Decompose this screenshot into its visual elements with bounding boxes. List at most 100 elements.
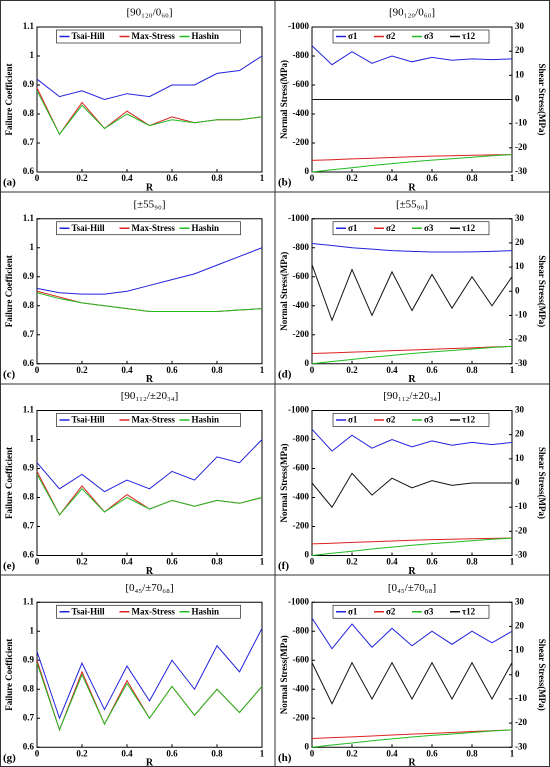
legend-label: Max-Stress (132, 31, 176, 41)
y-tick-label: -1000 (288, 596, 309, 606)
series-line (36, 90, 263, 136)
series-line (311, 428, 513, 452)
legend-label: σ2 (386, 606, 396, 616)
x-tick-label: 0 (310, 365, 315, 375)
y-tick-label: 0.8 (23, 300, 35, 310)
y-tick-label: -800 (293, 625, 310, 635)
series-line (311, 472, 512, 509)
x-tick-label: 0.6 (166, 557, 178, 567)
y2-tick-label: 30 (515, 405, 525, 415)
x-tick-label: 0.2 (346, 365, 358, 375)
x-tick-label: 0.2 (76, 748, 88, 758)
x-axis-label: R (146, 758, 154, 767)
y2-tick-label: 0 (515, 285, 520, 295)
y2-tick-label: -30 (515, 358, 527, 368)
y-tick-label: 0.7 (23, 329, 35, 339)
y2-tick-label: 10 (515, 645, 525, 655)
x-tick-label: 1 (260, 748, 265, 758)
series-line (36, 474, 263, 516)
y2-tick-label: 0 (515, 94, 520, 104)
series-line (311, 345, 513, 365)
x-tick-label: 1 (260, 173, 265, 183)
y-tick-label: 0.6 (23, 550, 35, 560)
legend-box (56, 29, 241, 44)
series-line (311, 154, 513, 173)
y-tick-label: 0.8 (23, 108, 35, 118)
legend-label: σ1 (348, 415, 358, 425)
x-tick-label: 0 (35, 173, 40, 183)
plot-area (36, 410, 263, 556)
y-axis-label: Normal Stress(MPa) (279, 252, 289, 331)
y-tick-label: 0.8 (23, 492, 35, 502)
y-tick-label: 0 (305, 741, 310, 751)
x-tick-label: 0.6 (426, 557, 438, 567)
x-tick-label: 0.6 (426, 173, 438, 183)
y2-tick-label: -10 (515, 118, 527, 128)
y-tick-label: -200 (293, 521, 310, 531)
y-tick-label: 1 (30, 242, 35, 252)
y-axis-label: Normal Stress(MPa) (279, 60, 289, 139)
panel: [90₁₂₀/0₆₀]0 0.2 0.4 0.6 0.8 1-1000-800-600-4… (278, 7, 547, 194)
y2-tick-label: -10 (515, 501, 527, 511)
x-tick-label: 0.4 (121, 557, 133, 567)
chart-title: [0₄₅/±70₆₈] (125, 582, 173, 594)
y-tick-label: 1.1 (23, 213, 35, 223)
series-line (36, 247, 263, 295)
x-tick-label: 0.8 (466, 365, 478, 375)
y2-tick-label: 30 (515, 21, 525, 31)
panel-label: (g) (3, 752, 16, 764)
y-tick-label: -800 (293, 434, 310, 444)
series-line (36, 55, 263, 101)
y2-axis-label: Shear Stress(MPa) (537, 447, 547, 519)
legend-box (332, 29, 490, 44)
legend-label: Tsai-Hill (72, 31, 106, 41)
legend-box (56, 413, 241, 427)
legend-box (56, 221, 241, 236)
panel: [0₄₅/±70₆₈] 0 0.2 0.4 0.6 0.8 1 0.6 0.7 0.8 0.9 1 1.… (3, 582, 265, 767)
series-line (311, 729, 513, 740)
y2-tick-label: -30 (515, 550, 527, 560)
x-tick-label: 0.2 (346, 173, 358, 183)
x-tick-label: 0.8 (211, 557, 223, 567)
legend-label: σ3 (424, 606, 434, 616)
y2-tick-label: -20 (515, 334, 527, 344)
chart-title: [±55₉₀] (396, 198, 428, 210)
y-tick-label: -800 (293, 50, 310, 60)
panel-label: (d) (278, 368, 292, 380)
legend-label: Hashin (192, 415, 220, 425)
series-line (311, 264, 513, 322)
legend-label: σ2 (386, 31, 396, 41)
x-axis-label: R (408, 182, 416, 193)
x-tick-label: 1 (260, 365, 265, 375)
y-tick-label: 0.6 (23, 741, 35, 751)
x-tick-label: 0.8 (466, 557, 478, 567)
y2-tick-label: -30 (515, 166, 527, 176)
y-tick-label: 0.7 (23, 521, 35, 531)
y-tick-label: -400 (293, 683, 310, 693)
y2-tick-label: -30 (515, 741, 527, 751)
y2-tick-label: 10 (515, 261, 525, 271)
y-tick-label: -1000 (288, 213, 309, 223)
panel: [90₁₂₀/0₆₀] 0 0.2 0.4 0.6 0.8 1 0.6 0.7 0.8 0.9 1 1.… (3, 7, 265, 194)
y-tick-label: -400 (293, 108, 310, 118)
y-axis-label: Failure Coefficient (4, 255, 14, 327)
legend-label: σ3 (424, 31, 434, 41)
legend-label: σ2 (386, 415, 396, 425)
x-axis-label: R (408, 758, 416, 767)
y-axis-label: Normal Stress(MPa) (279, 635, 289, 714)
y2-tick-label: 20 (515, 429, 525, 439)
series-line (311, 537, 513, 556)
y-tick-label: 0.9 (23, 79, 35, 89)
y-tick-label: -600 (293, 654, 310, 664)
y-tick-label: 1.1 (23, 596, 35, 606)
legend-label: σ1 (348, 606, 358, 616)
panel: [±55₉₀] 0 0.2 0.4 0.6 0.8 1 0.6 0.7 0.8 0.9 1 1.1 R Fa… (3, 198, 265, 385)
y2-tick-label: -20 (515, 142, 527, 152)
y2-axis-label: Shear Stress(MPa) (537, 639, 547, 711)
x-tick-label: 0.2 (346, 557, 358, 567)
y-tick-label: 1.1 (23, 405, 35, 415)
chart-title: [±55₉₀] (133, 198, 165, 210)
chart-title: [90₁₂₀/0₆₀] (389, 7, 435, 19)
x-tick-label: 0.6 (166, 173, 178, 183)
legend-label: τ12 (462, 223, 476, 233)
